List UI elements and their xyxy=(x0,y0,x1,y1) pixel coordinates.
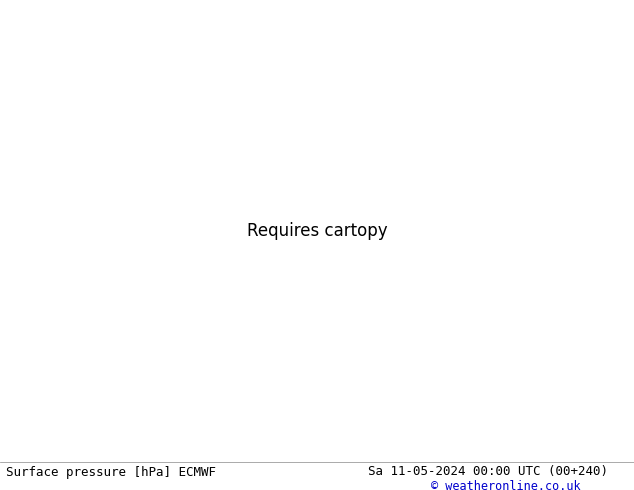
Text: Sa 11-05-2024 00:00 UTC (00+240): Sa 11-05-2024 00:00 UTC (00+240) xyxy=(368,465,608,478)
Text: Requires cartopy: Requires cartopy xyxy=(247,222,387,240)
Text: © weatheronline.co.uk: © weatheronline.co.uk xyxy=(431,480,581,490)
Text: Surface pressure [hPa] ECMWF: Surface pressure [hPa] ECMWF xyxy=(6,466,216,479)
